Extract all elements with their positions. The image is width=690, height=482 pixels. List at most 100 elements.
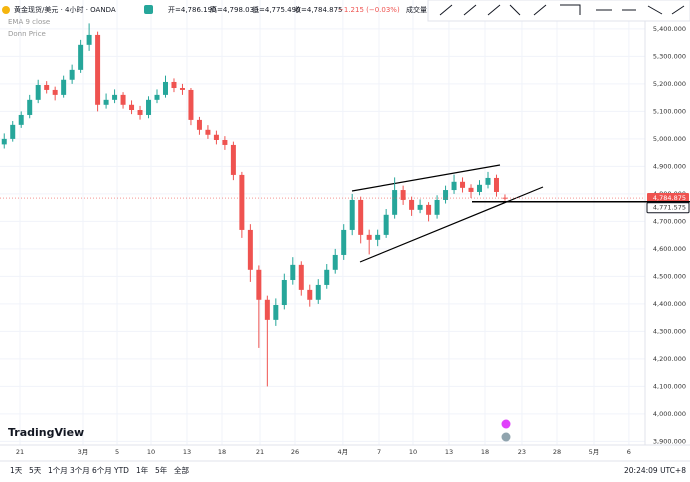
x-tick-label: 13 xyxy=(183,448,191,456)
candle-body xyxy=(162,81,168,95)
range-button[interactable]: 1年 xyxy=(136,465,149,475)
candle-body xyxy=(493,177,499,192)
candle-body xyxy=(35,84,41,100)
candle-body xyxy=(171,81,177,89)
candle-body xyxy=(179,88,185,90)
candle-body xyxy=(349,199,355,230)
x-tick-label: 5 xyxy=(115,448,119,456)
indicator[interactable]: EMA 9 close xyxy=(8,18,50,26)
candle-body xyxy=(61,79,67,95)
x-tick-label: 3月 xyxy=(78,448,89,456)
candle-body xyxy=(451,181,457,191)
x-tick-label: 7 xyxy=(377,448,381,456)
x-tick-label: 18 xyxy=(218,448,226,456)
legend-open: 开=4,786.190 xyxy=(168,6,217,14)
x-tick-label: 10 xyxy=(409,448,417,456)
candle-body xyxy=(10,124,16,139)
toolbar-bg xyxy=(427,0,690,22)
y-tick-label: 4,200.000 xyxy=(653,355,686,363)
candle-body xyxy=(443,190,449,200)
candle-body xyxy=(485,177,491,185)
range-buttons: 1天 5天 1个月 3个月 6个月 YTD 1年 5年 全部 xyxy=(10,465,189,475)
candle-body xyxy=(400,190,406,200)
y-tick-label: 5,000.000 xyxy=(653,135,686,143)
x-tick-label: 21 xyxy=(256,448,264,456)
x-tick-label: 6 xyxy=(627,448,631,456)
range-button[interactable]: 6个月 xyxy=(92,466,112,475)
legend-change: −1.215 (−0.03%) xyxy=(338,6,400,14)
y-tick-label: 5,400.000 xyxy=(653,25,686,33)
candle-body xyxy=(18,114,24,125)
range-button[interactable]: 3个月 xyxy=(70,466,90,475)
legend-volume: 成交量 xyxy=(406,5,427,14)
range-button[interactable]: 5天 xyxy=(29,466,42,475)
indicator[interactable]: Donn Price xyxy=(8,30,46,38)
range-button[interactable]: 5年 xyxy=(155,465,168,475)
y-tick-label: 5,200.000 xyxy=(653,80,686,88)
y-tick-label: 5,300.000 xyxy=(653,52,686,60)
candle-body xyxy=(247,229,253,270)
candle-body xyxy=(256,269,262,300)
candle-body xyxy=(281,279,287,306)
candle-body xyxy=(341,229,347,255)
event-icon[interactable] xyxy=(501,432,511,442)
y-tick-label: 4,500.000 xyxy=(653,272,686,280)
y-tick-label: 4,900.000 xyxy=(653,162,686,170)
brand: TradingView xyxy=(8,426,84,439)
candle-body xyxy=(409,199,415,210)
candle-body xyxy=(188,89,194,120)
status-icon xyxy=(144,5,153,14)
candle-body xyxy=(196,119,202,130)
candle-body xyxy=(52,89,58,95)
candle-body xyxy=(120,94,126,105)
candle-body xyxy=(315,284,321,300)
y-tick-label: 4,300.000 xyxy=(653,327,686,335)
candle-body xyxy=(392,190,398,215)
y-tick-label: 4,600.000 xyxy=(653,245,686,253)
candle-body xyxy=(468,187,474,192)
candle-body xyxy=(27,99,33,115)
toolbar-icons[interactable] xyxy=(439,4,685,16)
y-tick-label: 4,700.000 xyxy=(653,217,686,225)
event-icon[interactable] xyxy=(501,419,511,429)
drawings xyxy=(351,164,544,263)
trendline[interactable] xyxy=(351,164,501,192)
candle-body xyxy=(1,138,7,145)
candle-body xyxy=(375,234,381,240)
candle-body xyxy=(358,199,364,235)
y-tick-label: 4,000.000 xyxy=(653,410,686,418)
candle-body xyxy=(213,134,219,140)
candle-body xyxy=(324,269,330,285)
candle-body xyxy=(477,184,483,192)
x-tick-label: 23 xyxy=(518,448,526,456)
candle-body xyxy=(86,34,92,45)
x-tick-label: 5月 xyxy=(589,448,600,456)
candle-body xyxy=(366,234,372,240)
x-tick-label: 18 xyxy=(481,448,489,456)
candle-body xyxy=(112,94,118,100)
candle-body xyxy=(146,99,152,115)
last-price-label: 4,784.875 xyxy=(653,194,686,202)
range-button[interactable]: 全部 xyxy=(174,465,189,475)
x-tick-label: 4月 xyxy=(338,448,349,456)
y-tick-label: 4,100.000 xyxy=(653,382,686,390)
candle-body xyxy=(44,84,50,90)
candle-body xyxy=(434,199,440,215)
horizontal-ray-label: 4,771.575 xyxy=(653,204,686,212)
y-tick-label: 5,100.000 xyxy=(653,107,686,115)
candle-body xyxy=(103,99,109,105)
candle-body xyxy=(205,129,211,135)
trendline[interactable] xyxy=(359,186,544,263)
range-button[interactable]: 1个月 xyxy=(48,466,68,475)
grid xyxy=(0,0,645,445)
range-button[interactable]: 1天 xyxy=(10,466,23,475)
legend-low: 低=4,775.490 xyxy=(252,5,301,14)
candle-body xyxy=(417,204,423,210)
candle-body xyxy=(230,144,236,175)
legend-close: 收=4,784.875 xyxy=(294,5,343,14)
last-price-tag xyxy=(647,193,689,204)
candle-body xyxy=(222,139,228,145)
range-button[interactable]: YTD xyxy=(113,466,129,475)
symbol[interactable]: 黄金现货/美元 · 4小时 · OANDA xyxy=(14,5,116,14)
